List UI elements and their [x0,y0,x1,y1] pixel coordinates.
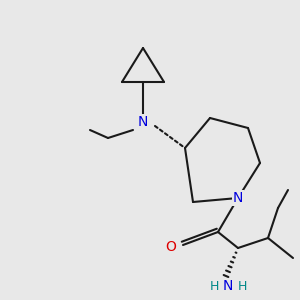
Text: H: H [209,280,219,292]
Text: H: H [237,280,247,292]
Text: N: N [138,115,148,129]
Text: N: N [233,191,243,205]
Text: N: N [223,279,233,293]
Text: O: O [166,240,176,254]
